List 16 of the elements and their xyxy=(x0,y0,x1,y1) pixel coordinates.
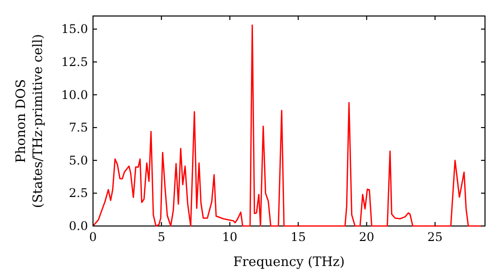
x-tick-label: 10 xyxy=(222,230,238,244)
x-tick-label: 20 xyxy=(359,230,374,244)
line-series xyxy=(93,24,482,227)
y-axis-title: Phonon DOS (States/THz·primitive cell) xyxy=(14,34,46,208)
y-tick-label: 10.0 xyxy=(61,88,88,102)
y-tick-label: 5.0 xyxy=(68,153,88,168)
y-tick-label: 7.5 xyxy=(68,120,88,135)
y-tick-label: 0.0 xyxy=(68,219,88,233)
y-tick-label: 12.5 xyxy=(61,54,88,69)
x-tick-label: 15 xyxy=(290,230,306,244)
y-tick-label: 2.5 xyxy=(68,186,88,200)
x-tick-label: 0 xyxy=(89,230,97,244)
x-tick-label: 25 xyxy=(427,230,443,244)
x-tick-label: 5 xyxy=(158,230,166,244)
y-tick-label: 15.0 xyxy=(61,22,88,36)
x-axis-title: Frequency (THz) xyxy=(233,255,345,270)
